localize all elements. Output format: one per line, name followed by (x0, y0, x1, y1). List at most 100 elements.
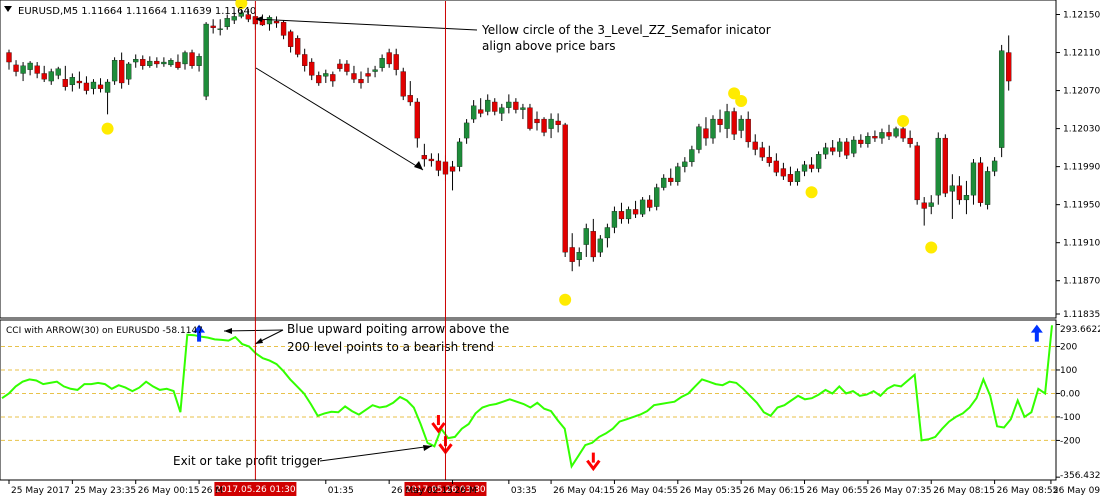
candle-body (822, 147, 829, 155)
candle-body (273, 21, 280, 24)
candle-body (196, 56, 202, 66)
candle (752, 134, 758, 156)
candle-body (766, 156, 772, 163)
candle (766, 145, 772, 167)
candle-body (935, 137, 941, 196)
cci-tick-label: -100 (1060, 413, 1081, 423)
candle (865, 132, 871, 148)
time-tick-label: 26 May 05:35 (680, 486, 742, 496)
candle (463, 119, 470, 144)
candle-body (815, 154, 822, 169)
arrowhead-icon (414, 161, 423, 170)
candle-body (133, 59, 139, 63)
candle-body (224, 18, 230, 28)
candle (41, 65, 47, 83)
candle (470, 100, 477, 123)
candle-body (309, 61, 315, 76)
candle (203, 22, 209, 101)
candle-body (104, 81, 111, 93)
semafor-circle (805, 186, 818, 199)
candle (428, 153, 435, 167)
candle (837, 138, 843, 158)
candle (858, 134, 864, 148)
candle-body (55, 68, 61, 76)
candle-body (365, 73, 371, 77)
candle (97, 78, 104, 93)
candle (830, 140, 836, 156)
candle (478, 98, 484, 118)
candle (928, 195, 934, 215)
candle-body (287, 31, 294, 47)
price-tick-label: 1.11990 (1063, 163, 1100, 173)
cci-tick-label: 0.00 (1060, 389, 1080, 399)
candle (604, 223, 611, 248)
cci-panel: CCI with ARROW(30) on EURUSD0 -58.1147 2… (0, 319, 1100, 481)
annotation-pointer-line (223, 329, 284, 332)
candle (407, 81, 413, 106)
candle (970, 159, 977, 205)
candle-body (386, 52, 392, 65)
cci-panel-frame (0, 319, 1057, 481)
candle-body (48, 71, 54, 82)
candle (449, 160, 456, 191)
candle (844, 138, 850, 160)
annotation-pointer-line (254, 18, 478, 31)
time-tick-label: 26 May 04:55 (616, 486, 678, 496)
candle (217, 19, 223, 36)
candle-body (970, 162, 977, 196)
candle-body (618, 211, 625, 220)
candle-body (76, 80, 83, 84)
candle (280, 20, 287, 40)
candle-body (20, 65, 26, 74)
price-panel-icon (4, 6, 12, 12)
candle (583, 223, 589, 257)
candle (815, 151, 822, 173)
candle (499, 103, 505, 121)
candle (745, 111, 751, 148)
candle (597, 235, 604, 257)
candle-body (41, 73, 47, 80)
candle-body (506, 101, 512, 108)
semafor-circle (897, 114, 910, 127)
cci-tick-label: 100 (1060, 366, 1077, 376)
price-y-axis: 1.12150 1.12110 1.12070 1.12030 1.11990 1.119… (1056, 11, 1100, 320)
cci-annotation-line-2: 200 level points to a bearish trend (287, 340, 494, 354)
candle (182, 50, 188, 70)
candle-body (696, 126, 702, 150)
candle (675, 162, 681, 186)
candle-body (238, 12, 244, 17)
candle (808, 157, 815, 173)
candle (245, 8, 252, 23)
candle (456, 138, 463, 172)
candle (273, 16, 280, 28)
candle-body (97, 84, 104, 89)
candle (351, 65, 357, 83)
candle (492, 98, 498, 116)
time-tick-label: 25 May 2017 (11, 486, 70, 496)
semafor-circles (101, 0, 938, 306)
candle-body (358, 79, 364, 84)
candle-body (710, 118, 716, 139)
candle-body (499, 107, 505, 114)
cci-tick-label: 200 (1060, 342, 1077, 352)
candle (34, 62, 40, 79)
time-tick-label: 26 M (455, 486, 477, 496)
candle (738, 115, 744, 139)
candle-body (717, 118, 723, 125)
candle (189, 49, 195, 69)
candle (69, 73, 76, 92)
candle-body (463, 122, 470, 139)
candle (133, 54, 139, 68)
blue-up-arrow-icon (1030, 324, 1043, 342)
candle-body (147, 60, 153, 66)
candle-body (837, 141, 843, 152)
candle-body (738, 118, 744, 131)
candle (62, 65, 68, 91)
candle-body (231, 16, 237, 21)
candle-body (773, 160, 780, 173)
candle (639, 197, 646, 218)
time-tick-label: 25 May 23:35 (74, 486, 136, 496)
cci-annotation-line-1: Blue upward poiting arrow above the (287, 322, 509, 336)
candle-body (280, 21, 287, 36)
